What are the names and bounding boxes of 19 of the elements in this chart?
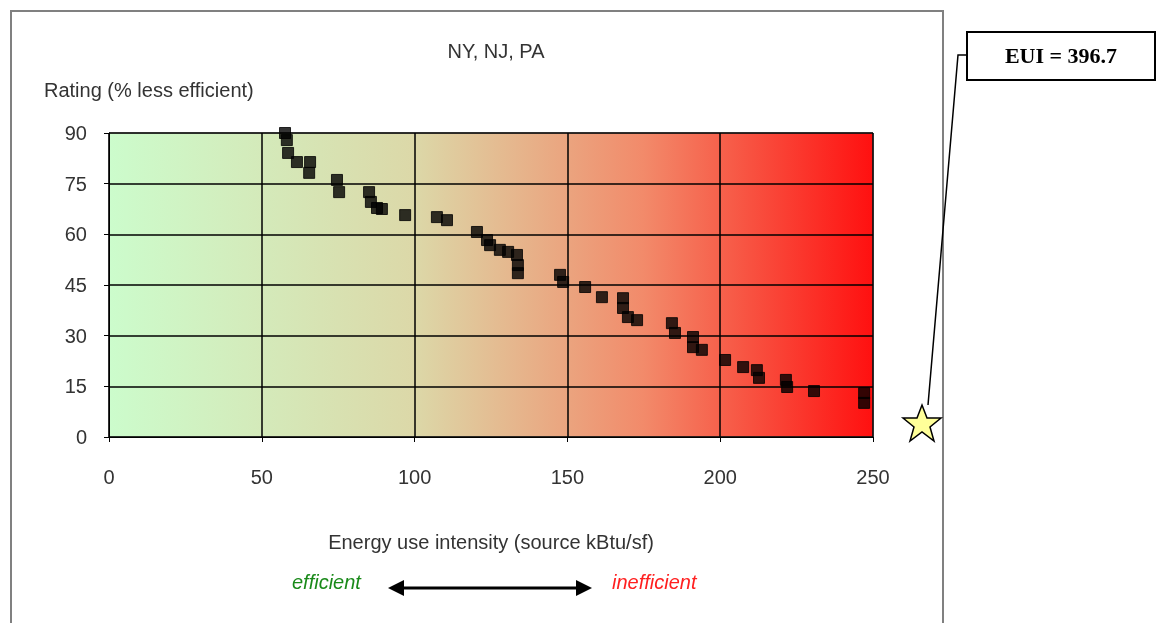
y-tick-label: 60 — [64, 223, 87, 246]
x-tick-label: 150 — [550, 466, 585, 488]
chart-title: NY, NJ, PA — [447, 40, 546, 62]
y-tick-label: 75 — [64, 172, 87, 195]
x-axis-title: Energy use intensity (source kBtu/sf) — [328, 531, 654, 553]
y-tick-label: 0 — [75, 426, 87, 448]
x-tick-label: 50 — [250, 466, 273, 488]
y-tick-label: 30 — [64, 324, 87, 347]
y-axis-title: Rating (% less efficient) — [44, 79, 254, 101]
x-tick-label: 200 — [703, 466, 737, 488]
x-tick-label: 0 — [103, 466, 115, 488]
y-tick-label: 90 — [64, 122, 87, 144]
y-tick-label: 15 — [64, 375, 87, 398]
text: EUI = 396.7 — [966, 31, 1156, 81]
text: efficient — [292, 571, 363, 593]
x-tick-label: 250 — [856, 466, 890, 488]
y-tick-label: 45 — [64, 274, 87, 296]
text: inefficient — [612, 571, 698, 593]
x-tick-label: 100 — [397, 466, 432, 488]
